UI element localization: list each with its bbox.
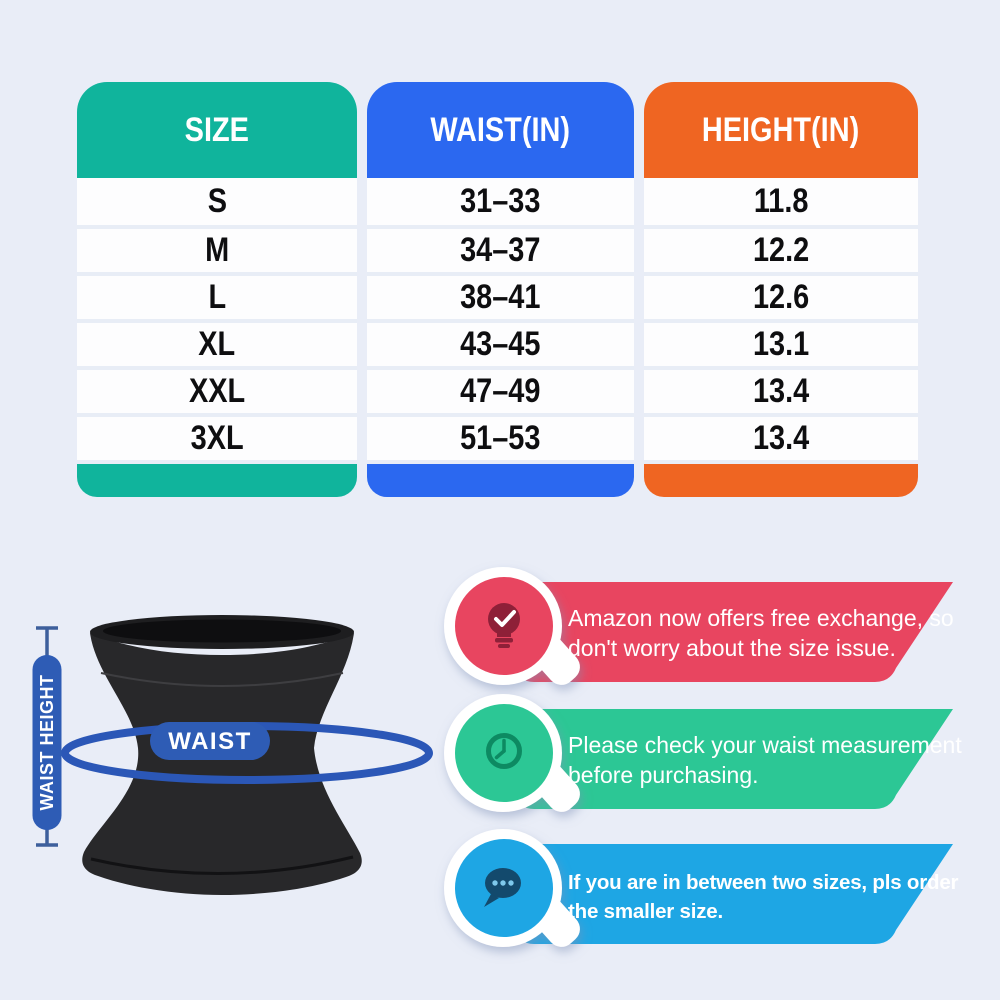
table-cell-height-3xl: 13.4 (644, 413, 918, 460)
callout-text-line: the smaller size. (568, 900, 723, 923)
size-column: SIZE S M L XL XXL 3XL (77, 82, 357, 497)
table-cell-size-l: L (77, 272, 357, 319)
check-mark (494, 610, 516, 627)
table-cell-size-xl: XL (77, 319, 357, 366)
callout-text-line: don't worry about the size issue. (568, 635, 896, 661)
table-cell-height-m: 12.2 (644, 225, 918, 272)
waist-height-pill: WAIST HEIGHT (32, 655, 62, 830)
callout-text-line: If you are in between two sizes, pls ord… (568, 871, 959, 894)
height-column-footer-bar (644, 464, 918, 497)
trainer-body (82, 633, 362, 895)
size-column-footer-bar (77, 464, 357, 497)
table-cell-size-m: M (77, 225, 357, 272)
callout-check-measurement-graphic (444, 694, 953, 812)
table-cell-waist-3xl: 51–53 (367, 413, 634, 460)
size-column-header: SIZE (77, 82, 357, 178)
waist-column-header: WAIST(IN) (367, 82, 634, 178)
callout-check-measurement-text: Please check your waist measurement befo… (568, 730, 963, 790)
callout-free-exchange-graphic (444, 567, 953, 685)
clock-icon (486, 733, 522, 769)
height-column-header-label: HEIGHT(IN) (702, 110, 860, 149)
chat-dots-icon (484, 868, 521, 907)
table-cell-height-l: 12.6 (644, 272, 918, 319)
waist-height-pill-background (32, 655, 62, 830)
table-cell-height-s: 11.8 (644, 178, 918, 225)
trainer-opening (103, 619, 341, 643)
table-cell-size-3xl: 3XL (77, 413, 357, 460)
table-cell-size-xxl: XXL (77, 366, 357, 413)
table-cell-size-s: S (77, 178, 357, 225)
lightbulb-check-icon (488, 603, 520, 648)
table-cell-waist-m: 34–37 (367, 225, 634, 272)
waist-height-label: WAIST HEIGHT (37, 675, 57, 811)
table-cell-waist-xxl: 47–49 (367, 366, 634, 413)
callout-banner-ribbon (518, 844, 953, 944)
callout-banner-ribbon (518, 709, 953, 809)
table-cell-height-xl: 13.1 (644, 319, 918, 366)
size-column-header-label: SIZE (184, 110, 250, 149)
trainer-lower-seam (90, 855, 354, 876)
waist-trainer-diagram: WAIST WAIST HEIGHT (32, 615, 433, 895)
waist-trainer-illustration (82, 615, 362, 895)
height-column: HEIGHT(IN) 11.8 12.2 12.6 13.1 13.4 13.4 (644, 82, 918, 497)
table-cell-waist-s: 31–33 (367, 178, 634, 225)
table-cell-height-xxl: 13.4 (644, 366, 918, 413)
callout-between-sizes-text: If you are in between two sizes, pls ord… (568, 868, 963, 926)
trainer-upper-seam (100, 672, 344, 687)
callout-text-line: Amazon now offers free exchange, so (568, 605, 954, 631)
callout-text-line: before purchasing. (568, 762, 759, 788)
waist-label: WAIST (168, 728, 252, 755)
waist-column: WAIST(IN) 31–33 34–37 38–41 43–45 47–49 … (367, 82, 634, 497)
table-cell-waist-l: 38–41 (367, 272, 634, 319)
waist-label-pill: WAIST (150, 722, 270, 760)
waist-column-header-label: WAIST(IN) (430, 110, 571, 149)
callout-between-sizes: If you are in between two sizes, pls ord… (440, 825, 970, 975)
callout-text-line: Please check your waist measurement (568, 732, 962, 758)
height-column-header: HEIGHT(IN) (644, 82, 918, 178)
callout-banner-ribbon (518, 582, 953, 682)
callout-free-exchange: Amazon now offers free exchange, so don'… (440, 563, 970, 713)
callout-free-exchange-text: Amazon now offers free exchange, so don'… (568, 603, 963, 663)
waist-pill-background (150, 722, 270, 760)
size-table: SIZE S M L XL XXL 3XL WAIST(IN) 31–33 34… (77, 82, 918, 497)
callout-check-measurement: Please check your waist measurement befo… (440, 690, 970, 840)
callout-between-sizes-graphic (444, 829, 953, 947)
table-cell-waist-xl: 43–45 (367, 319, 634, 366)
waist-column-footer-bar (367, 464, 634, 497)
